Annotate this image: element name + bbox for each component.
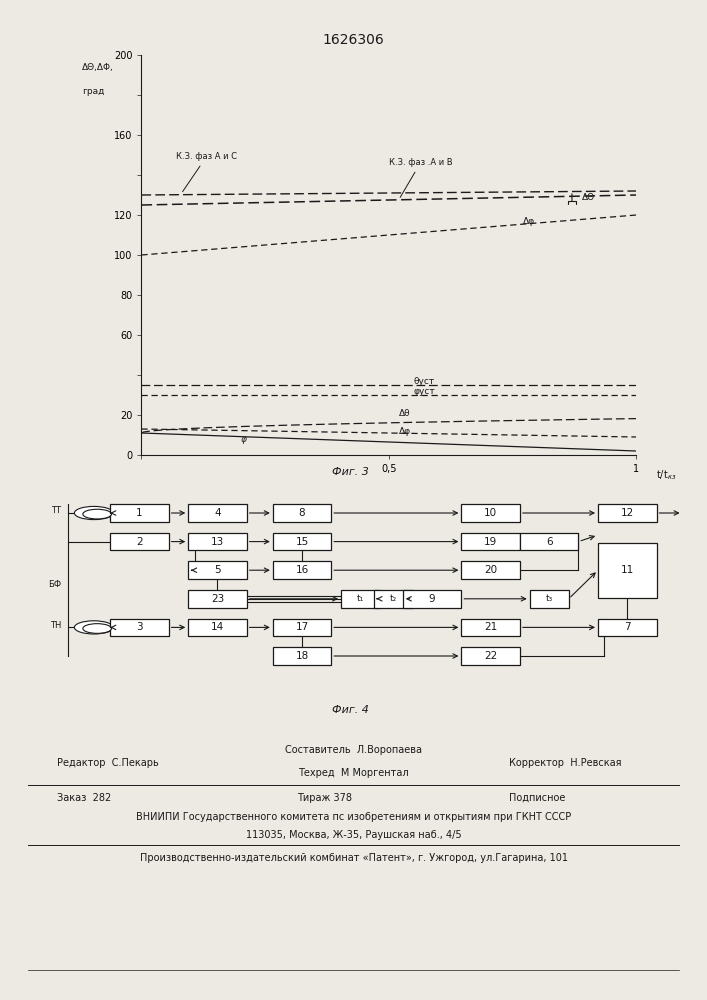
Text: ВНИИПИ Государственного комитета пс изобретениям и открытиям при ГКНТ СССР: ВНИИПИ Государственного комитета пс изоб… — [136, 812, 571, 822]
Bar — [273, 504, 332, 522]
Text: Фиг. 4: Фиг. 4 — [332, 705, 368, 715]
Text: t₃: t₃ — [546, 594, 553, 603]
Text: 5: 5 — [214, 565, 221, 575]
Text: 7: 7 — [624, 622, 631, 632]
Bar — [273, 647, 332, 665]
Text: град: град — [82, 87, 105, 96]
Text: t/t$_{кз}$: t/t$_{кз}$ — [656, 468, 677, 482]
Text: 113035, Москва, Ж-35, Раушская наб., 4/5: 113035, Москва, Ж-35, Раушская наб., 4/5 — [246, 830, 461, 840]
Bar — [462, 533, 520, 550]
Text: θуст: θуст — [414, 377, 435, 386]
Text: t₂: t₂ — [390, 594, 397, 603]
Text: Редактор  С.Пекарь: Редактор С.Пекарь — [57, 758, 158, 768]
Bar — [373, 590, 413, 608]
Bar — [188, 533, 247, 550]
Text: 21: 21 — [484, 622, 497, 632]
Text: Производственно-издательский комбинат «Патент», г. Ужгород, ул.Гагарина, 101: Производственно-издательский комбинат «П… — [139, 853, 568, 863]
Bar — [403, 590, 462, 608]
Text: 4: 4 — [214, 508, 221, 518]
Text: 2: 2 — [136, 537, 143, 547]
Text: Δθ: Δθ — [399, 410, 410, 418]
Bar — [341, 590, 380, 608]
Text: 10: 10 — [484, 508, 497, 518]
Text: Техред  М Моргентал: Техред М Моргентал — [298, 768, 409, 778]
Text: 3: 3 — [136, 622, 143, 632]
Text: 23: 23 — [211, 594, 224, 604]
Text: 22: 22 — [484, 651, 497, 661]
Bar — [273, 533, 332, 550]
Text: 11: 11 — [621, 565, 634, 575]
Bar — [598, 504, 657, 522]
Bar — [598, 543, 657, 598]
Bar — [188, 590, 247, 608]
Text: 1: 1 — [136, 508, 143, 518]
Bar — [110, 533, 169, 550]
Bar — [530, 590, 568, 608]
Bar — [188, 619, 247, 636]
Text: Подписное: Подписное — [509, 793, 566, 803]
Bar — [598, 619, 657, 636]
Text: ΔΘ,ΔΦ,: ΔΘ,ΔΦ, — [82, 63, 114, 72]
Text: К.З. фаз .А и В: К.З. фаз .А и В — [389, 158, 452, 197]
Text: t₁: t₁ — [357, 594, 364, 603]
Text: Заказ  282: Заказ 282 — [57, 793, 111, 803]
Text: 1626306: 1626306 — [322, 33, 385, 47]
Circle shape — [74, 621, 113, 634]
Circle shape — [83, 624, 112, 633]
Text: 17: 17 — [296, 622, 309, 632]
Text: Фиг. 3: Фиг. 3 — [332, 467, 368, 477]
Text: 12: 12 — [621, 508, 634, 518]
Text: Тираж 378: Тираж 378 — [297, 793, 352, 803]
Text: Δφ: Δφ — [399, 428, 411, 436]
Text: 20: 20 — [484, 565, 497, 575]
Text: Корректор  Н.Ревская: Корректор Н.Ревская — [509, 758, 621, 768]
Text: 9: 9 — [429, 594, 436, 604]
Text: Δφ: Δφ — [522, 217, 534, 226]
Bar — [462, 504, 520, 522]
Text: 14: 14 — [211, 622, 224, 632]
Text: ΔΘ: ΔΘ — [582, 194, 595, 202]
Text: ТН: ТН — [50, 621, 62, 630]
Text: 18: 18 — [296, 651, 309, 661]
Text: Составитель  Л.Воропаева: Составитель Л.Воропаева — [285, 745, 422, 755]
Text: К.З. фаз А и С: К.З. фаз А и С — [176, 152, 237, 192]
Bar — [462, 619, 520, 636]
Bar — [462, 561, 520, 579]
Circle shape — [83, 509, 112, 519]
Text: 13: 13 — [211, 537, 224, 547]
Bar — [462, 647, 520, 665]
Text: 15: 15 — [296, 537, 309, 547]
Bar — [110, 504, 169, 522]
Bar — [273, 561, 332, 579]
Bar — [273, 619, 332, 636]
Text: φ: φ — [240, 436, 246, 444]
Bar — [188, 561, 247, 579]
Text: 19: 19 — [484, 537, 497, 547]
Text: 8: 8 — [299, 508, 305, 518]
Bar — [110, 619, 169, 636]
Text: 16: 16 — [296, 565, 309, 575]
Text: φуст: φуст — [414, 387, 436, 396]
Bar — [188, 504, 247, 522]
Bar — [520, 533, 578, 550]
Text: ТТ: ТТ — [52, 506, 62, 515]
Circle shape — [74, 506, 113, 520]
Text: 6: 6 — [546, 537, 552, 547]
Text: БФ: БФ — [48, 580, 62, 589]
